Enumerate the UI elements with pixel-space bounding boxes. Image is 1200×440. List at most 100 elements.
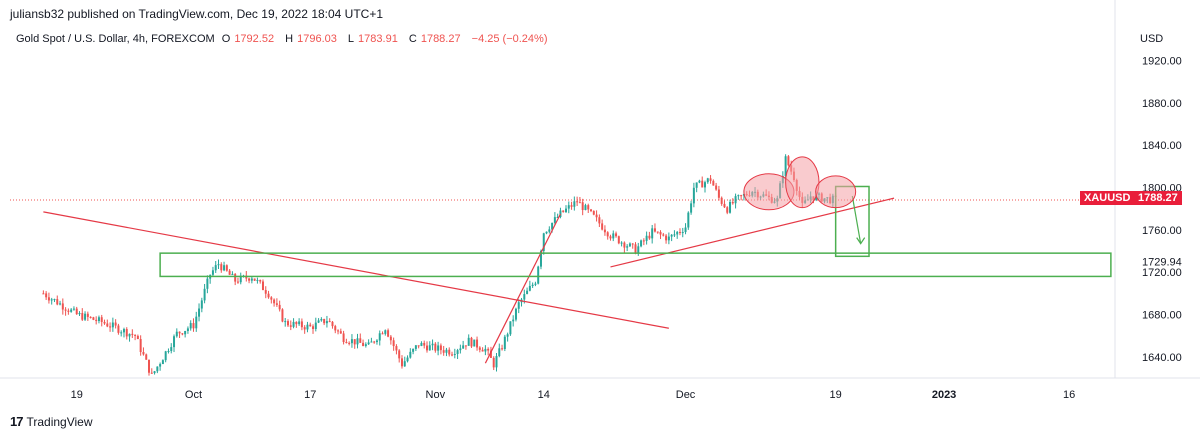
candle-body	[673, 234, 676, 236]
candle-body	[512, 319, 515, 322]
candle-body	[403, 361, 406, 367]
candle-body	[662, 234, 665, 236]
candle-body	[350, 339, 353, 344]
candle-body	[545, 231, 548, 234]
candle-body	[531, 284, 534, 286]
candle-body	[375, 340, 378, 343]
candle-body	[514, 308, 517, 320]
candle-body	[348, 342, 351, 344]
candle-body	[331, 321, 334, 327]
candle-body	[364, 344, 367, 346]
candle-body	[653, 228, 656, 232]
close-label: C	[408, 33, 417, 45]
candle-body	[431, 343, 434, 346]
candle-body	[517, 302, 520, 309]
candle-body	[136, 335, 139, 340]
candle-body	[478, 347, 481, 350]
candle-body	[378, 333, 381, 341]
candle-body	[528, 285, 531, 291]
candle-body	[526, 290, 529, 295]
candle-body	[642, 240, 645, 242]
x-tick-label: 19	[71, 389, 83, 401]
publisher-text: juliansb32 published on TradingView.com,…	[10, 7, 384, 21]
candle-body	[412, 348, 415, 352]
candle-body	[231, 273, 234, 275]
footer-brand[interactable]: TradingView	[26, 414, 93, 429]
candle-body	[620, 242, 623, 244]
candle-body	[67, 310, 70, 312]
candle-body	[434, 343, 437, 351]
candle-body	[181, 333, 184, 335]
y-tick-label: 1680.00	[1142, 310, 1182, 322]
candle-body	[250, 278, 253, 281]
candle-body	[206, 278, 209, 289]
candle-body	[506, 334, 509, 337]
projection-arrow	[851, 195, 862, 244]
candle-body	[312, 326, 315, 330]
candle-body	[487, 348, 490, 351]
candle-body	[598, 217, 601, 224]
candle-body	[601, 223, 604, 230]
support-zone-box	[159, 252, 1112, 278]
candle-body	[295, 321, 298, 325]
low-value: 1783.91	[358, 33, 398, 45]
candle-body	[690, 203, 693, 213]
candle-body	[120, 332, 123, 334]
candle-body	[670, 234, 673, 237]
support-trendline	[610, 197, 895, 268]
candle-body	[565, 208, 567, 213]
candle-body	[617, 236, 620, 244]
candle-body	[198, 308, 201, 317]
candle-body	[740, 195, 743, 197]
candle-body	[170, 347, 173, 351]
candle-body	[50, 299, 53, 301]
y-tick-label: 1880.00	[1142, 98, 1182, 110]
last-price-tag: 1788.27	[1134, 191, 1182, 205]
ticker-tag: XAUUSD	[1080, 191, 1135, 205]
candle-body	[501, 348, 504, 350]
candle-body	[467, 337, 470, 346]
candle-body	[175, 331, 178, 337]
candle-body	[723, 203, 726, 208]
candle-body	[626, 246, 629, 248]
candle-body	[150, 372, 153, 374]
candle-body	[692, 187, 695, 204]
candle-body	[439, 345, 442, 351]
candle-body	[236, 281, 239, 283]
candle-body	[784, 156, 787, 177]
candle-body	[342, 333, 345, 343]
candle-body	[603, 229, 606, 233]
x-tick-label: Dec	[676, 389, 696, 401]
candle-body	[606, 232, 609, 237]
candle-body	[131, 333, 134, 335]
tradingview-logo-icon[interactable]: 17	[10, 414, 24, 429]
candle-body	[95, 319, 98, 322]
candle-body	[576, 201, 579, 203]
symbol-name[interactable]: Gold Spot / U.S. Dollar, 4h, FOREXCOM	[16, 33, 215, 45]
candle-body	[270, 297, 273, 300]
candle-body	[417, 345, 420, 347]
candle-body	[362, 342, 365, 346]
candle-body	[389, 336, 392, 341]
candle-body	[484, 348, 487, 352]
candle-body	[145, 354, 148, 360]
candle-body	[47, 297, 50, 301]
candle-body	[687, 212, 690, 228]
candle-body	[712, 180, 715, 186]
candle-body	[228, 270, 231, 275]
candle-body	[200, 300, 203, 309]
candle-body	[234, 273, 237, 282]
candle-body	[678, 231, 681, 233]
projection-arrow-head	[856, 237, 866, 245]
candle-body	[239, 275, 242, 283]
candle-body	[323, 318, 326, 324]
candle-body	[373, 341, 376, 343]
open-value: 1792.52	[234, 33, 275, 45]
candle-body	[125, 329, 128, 337]
candle-body	[634, 244, 637, 254]
candle-body	[106, 323, 109, 327]
publish-bar: juliansb32 published on TradingView.com,…	[0, 0, 1200, 26]
candle-body	[211, 270, 214, 275]
candle-body	[509, 321, 512, 335]
